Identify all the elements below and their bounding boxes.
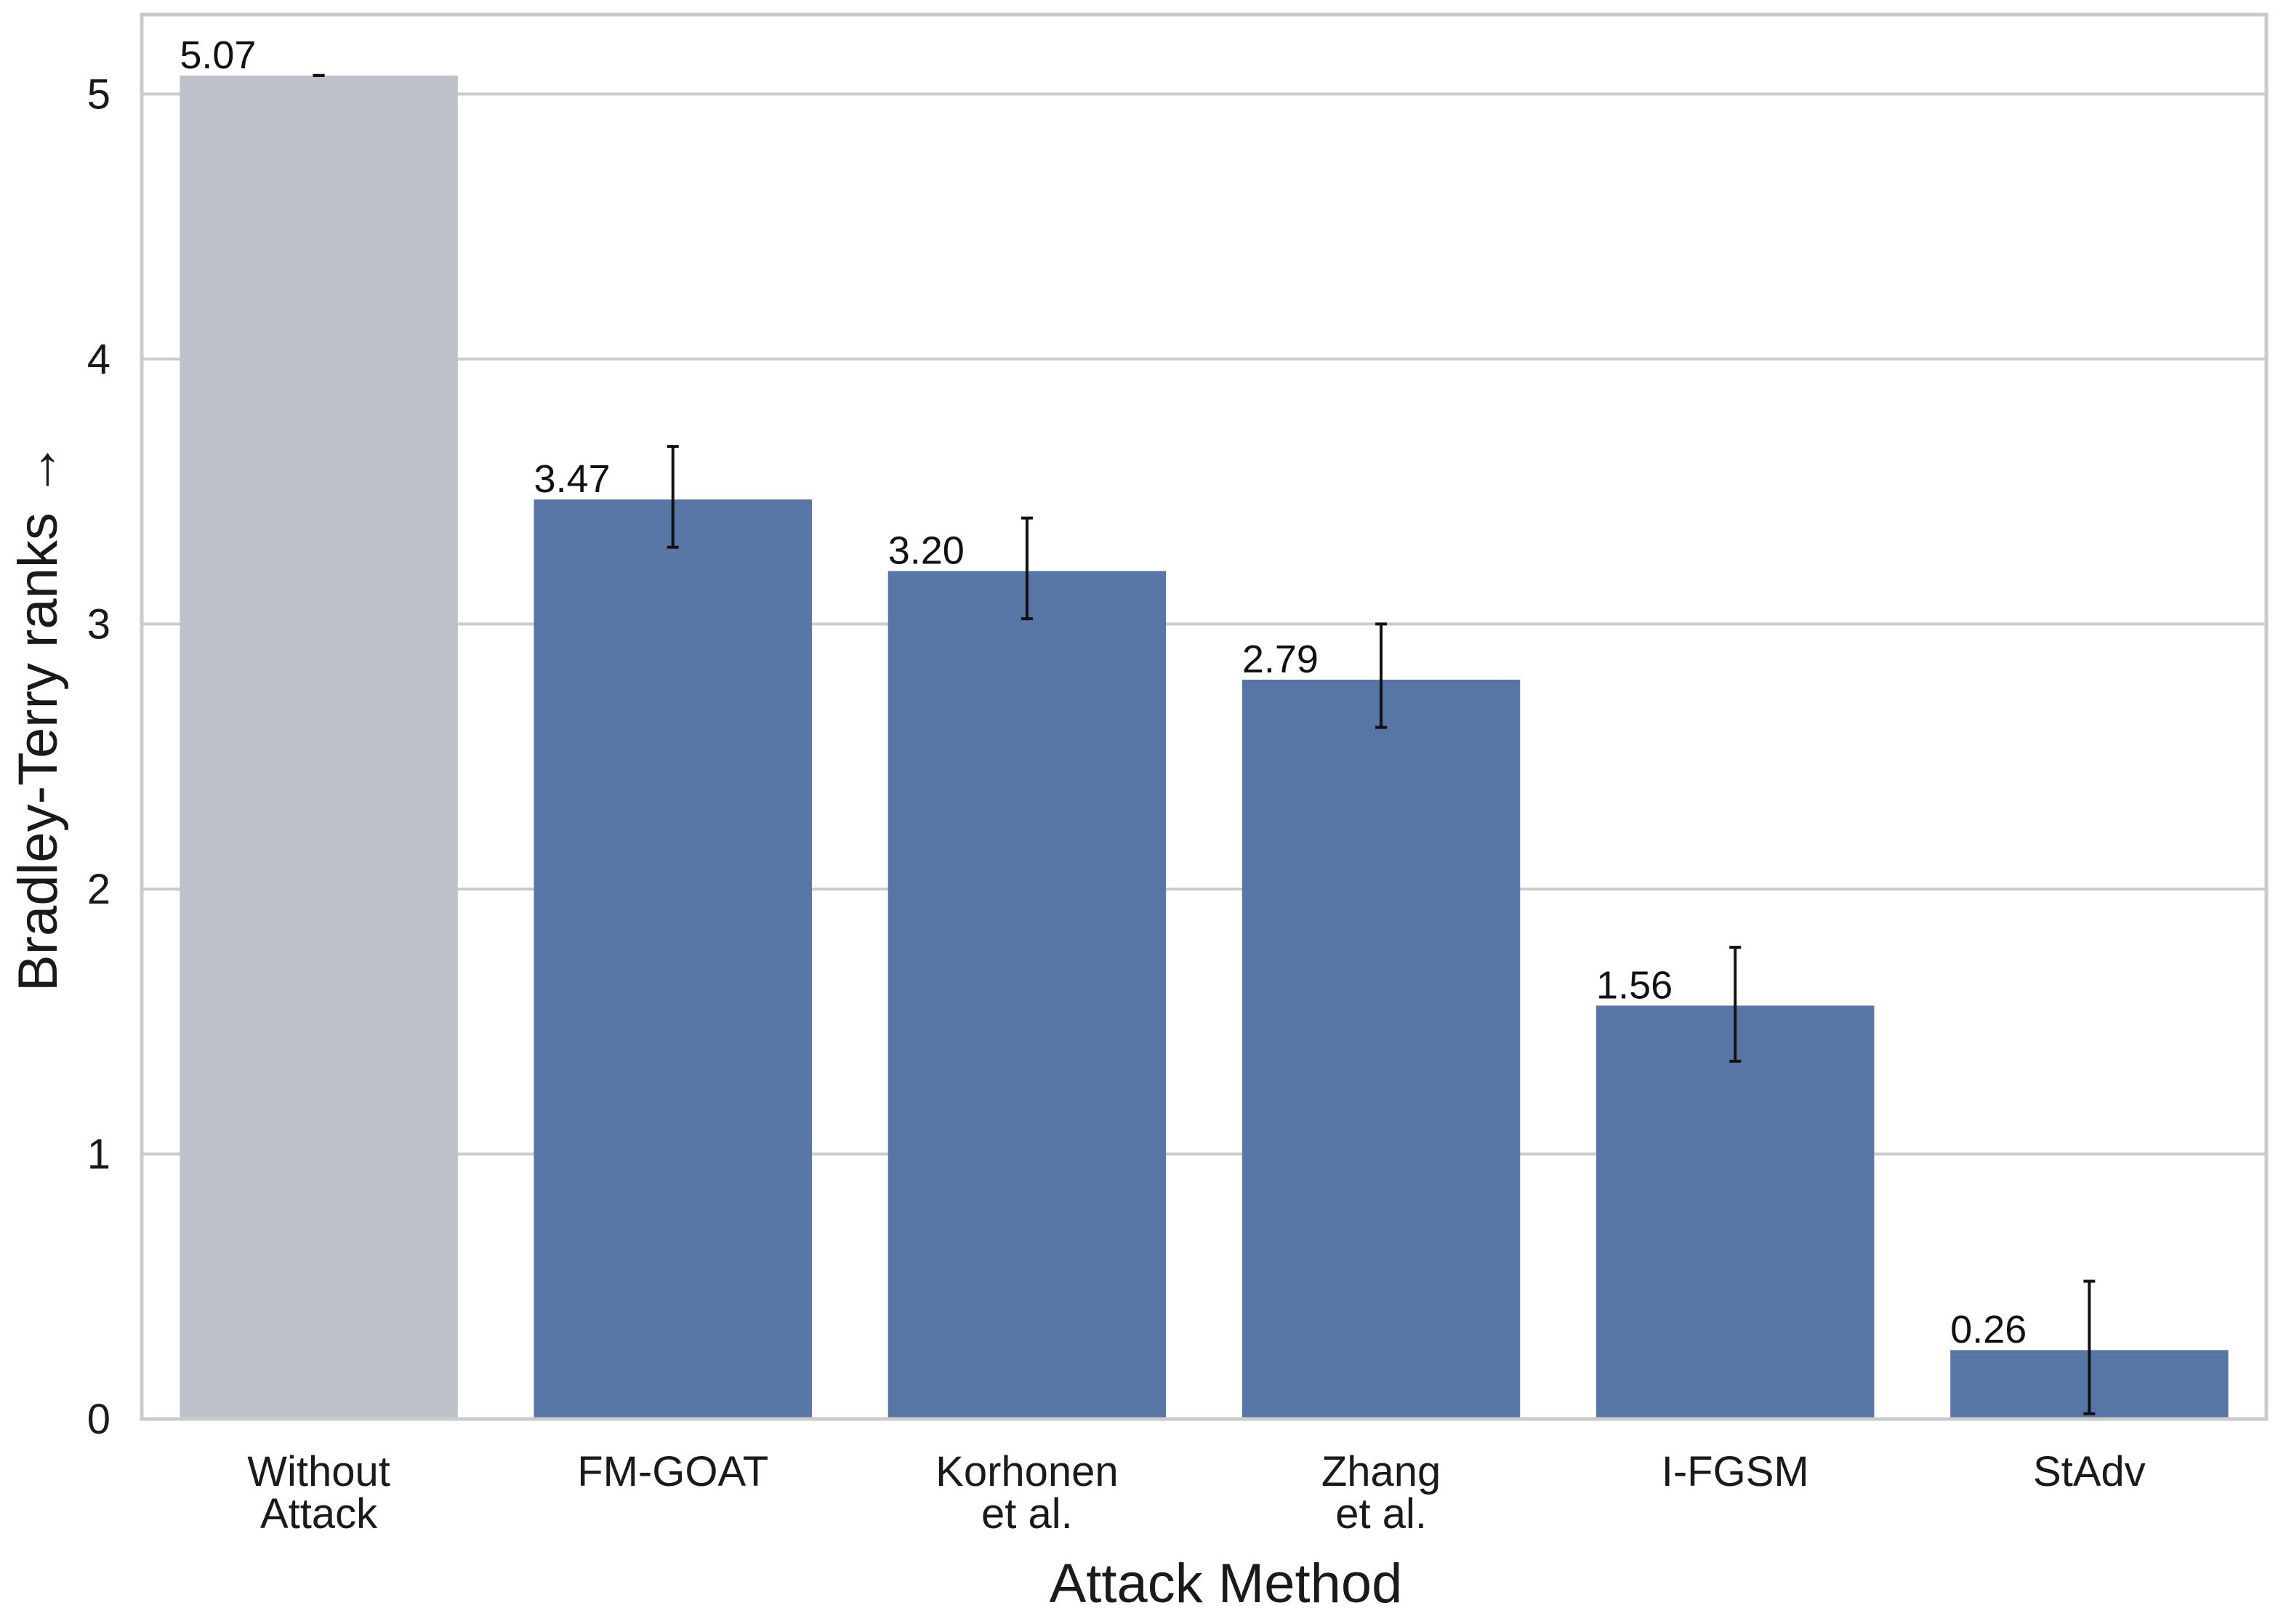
x-tick-label-4-0: I-FGSM [1662,1448,1809,1495]
plot-border [140,12,2269,1421]
y-tick-label-0: 0 [87,1396,110,1443]
y-tick-label-3: 3 [87,600,110,648]
x-tick-label-3-1: et al. [1335,1490,1427,1537]
y-tick-labels: 0 1 2 3 4 5 [87,71,110,1443]
x-tick-label-2-1: et al. [981,1490,1073,1537]
x-tick-label-2-0: Korhonen [935,1448,1119,1495]
data-label-4: 1.56 [1596,963,1673,1007]
x-tick-label-3-0: Zhang [1321,1448,1441,1495]
data-label-3: 2.79 [1242,638,1319,681]
plot-frame [140,12,2269,1421]
bar-2 [888,571,1167,1419]
data-labels: 5.07 3.47 3.20 2.79 1.56 0.26 [180,33,2027,1351]
gridlines [142,92,2266,1156]
y-tick-label-4: 4 [87,336,110,383]
y-tick-label-2: 2 [87,866,110,913]
y-tick-label-5: 5 [87,71,110,118]
x-axis-title: Attack Method [1050,1553,1403,1615]
x-tick-label-1-0: FM-GOAT [577,1448,768,1495]
bar-0 [180,75,458,1419]
y-axis-title: Bradley-Terry ranks → [7,442,69,992]
bar-3 [1241,679,1521,1419]
bar-1 [534,499,812,1419]
data-label-5: 0.26 [1950,1308,2027,1351]
x-tick-label-0-1: Attack [260,1490,378,1537]
bars [180,73,2229,1419]
data-label-2: 3.20 [888,529,965,573]
data-label-1: 3.47 [534,457,611,501]
y-tick-label-1: 1 [87,1130,110,1178]
x-tick-label-0-0: Without [247,1448,390,1495]
x-tick-label-5-0: StAdv [2033,1448,2146,1495]
bar-4 [1596,1005,1875,1419]
data-label-0: 5.07 [180,33,256,77]
